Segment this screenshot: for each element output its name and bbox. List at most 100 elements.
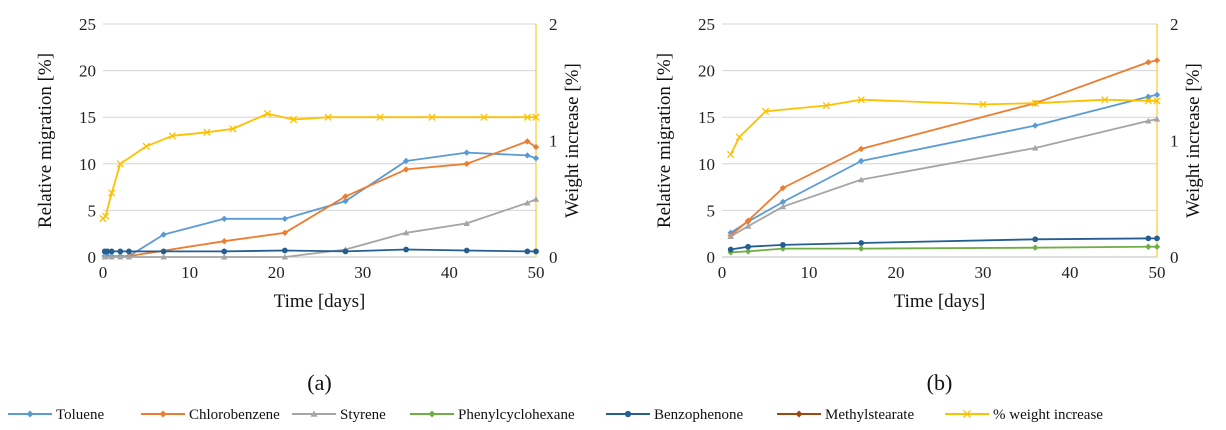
data-point-weight-increase: [229, 125, 237, 133]
data-point-styrene: [779, 203, 787, 210]
data-point-weight-increase: [376, 113, 384, 121]
data-point-toluene: [524, 152, 531, 159]
legend: Toluene Chlorobenzene Styrene Phenylcyclohe…: [8, 407, 1103, 423]
data-point-toluene: [858, 157, 865, 165]
data-point-benzophenone: [117, 248, 124, 255]
data-point-toluene: [1032, 122, 1039, 129]
data-point-styrene: [108, 253, 115, 260]
y2-axis-title: Weight increase [%]: [1183, 63, 1204, 218]
data-point-styrene: [281, 253, 289, 260]
data-point-weight-increase: [108, 189, 116, 197]
y2-tick-label: 0: [1170, 248, 1179, 267]
data-point-benzophenone: [1032, 236, 1039, 243]
data-point-weight-increase: [523, 113, 531, 121]
data-point-styrene: [1145, 117, 1152, 124]
legend-marker: [963, 410, 971, 418]
data-point-phenylcyclohexane: [744, 248, 752, 255]
data-point-styrene: [463, 220, 470, 227]
series-line-phenylcyclohexane: [730, 245, 1157, 254]
data-point-weight-increase: [324, 113, 332, 121]
data-point-styrene: [160, 253, 167, 260]
legend-entry-styrene: Styrene: [292, 407, 386, 423]
data-point-phenylcyclohexane: [1153, 243, 1161, 250]
data-point-weight-increase: [979, 100, 987, 109]
data-point-weight-increase: [428, 113, 436, 121]
data-point-chlorobenzene: [402, 166, 410, 173]
data-point-benzophenone: [858, 240, 865, 246]
panel-label: (b): [927, 370, 953, 395]
legend-entry-toluene: Toluene: [8, 407, 104, 423]
data-point-chlorobenzene: [463, 160, 470, 167]
data-point-weight-increase: [101, 212, 110, 220]
y2-tick-label: 2: [549, 15, 558, 34]
y-tick-label: 20: [79, 62, 96, 81]
series-weight-increase: [99, 110, 540, 223]
x-tick-label: 40: [1062, 263, 1079, 282]
data-point-styrene: [1153, 115, 1161, 122]
y-tick-label: 10: [79, 155, 96, 174]
x-tick-label: 30: [975, 263, 992, 282]
x-tick-label: 50: [1149, 263, 1166, 282]
x-tick-label: 10: [801, 263, 818, 282]
data-point-benzophenone: [160, 248, 167, 255]
data-point-benzophenone: [1145, 235, 1152, 242]
data-point-weight-increase: [735, 133, 744, 141]
data-point-benzophenone: [221, 248, 228, 255]
y-tick-label: 15: [79, 108, 96, 127]
series-line-styrene: [730, 118, 1158, 238]
legend-label: % weight increase: [993, 407, 1103, 423]
x-tick-label: 30: [354, 263, 371, 282]
legend-marker: [624, 410, 632, 418]
data-point-toluene: [342, 197, 349, 205]
y-tick-label: 25: [79, 15, 96, 34]
series-styrene: [727, 115, 1161, 240]
legend-marker: [795, 410, 803, 418]
legend-entry-phenylcyclohexane: Phenylcyclohexane: [410, 407, 575, 423]
y-tick-label: 10: [698, 155, 715, 174]
data-point-weight-increase: [1153, 97, 1161, 105]
data-point-benzophenone: [126, 248, 132, 255]
data-point-benzophenone: [727, 246, 734, 253]
data-point-toluene: [1153, 91, 1161, 99]
series-line-chlorobenzene: [730, 59, 1158, 237]
data-point-chlorobenzene: [532, 143, 540, 151]
series-line-chlorobenzene: [128, 140, 537, 257]
data-point-toluene: [532, 155, 540, 162]
data-point-toluene: [160, 231, 167, 238]
x-tick-label: 20: [268, 263, 285, 282]
data-point-phenylcyclohexane: [779, 245, 787, 252]
data-point-benzophenone: [104, 248, 111, 255]
x-tick-label: 0: [99, 263, 108, 282]
data-point-toluene: [402, 157, 410, 165]
data-point-weight-increase: [1031, 99, 1039, 107]
y-tick-label: 20: [698, 62, 715, 81]
data-point-styrene: [532, 196, 540, 202]
data-point-styrene: [402, 229, 410, 236]
data-point-weight-increase: [203, 128, 211, 137]
legend-entry-chlorobenzene: Chlorobenzene: [141, 407, 280, 423]
legend-marker: [26, 410, 34, 418]
series-weight-increase: [727, 96, 1161, 159]
y-axis-title: Relative migration [%]: [35, 53, 56, 228]
series-benzophenone: [727, 235, 1160, 253]
series-line-weight-increase: [729, 98, 1157, 155]
y-axis-title: Relative migration [%]: [654, 53, 675, 228]
data-point-benzophenone: [524, 248, 531, 255]
data-point-toluene: [1145, 93, 1152, 100]
data-point-weight-increase: [761, 107, 770, 116]
data-point-styrene: [1032, 144, 1039, 151]
y-tick-label: 15: [698, 108, 715, 127]
data-point-weight-increase: [727, 150, 735, 159]
legend-label: Methylstearate: [825, 407, 914, 423]
x-tick-label: 0: [718, 263, 727, 282]
data-point-benzophenone: [342, 248, 349, 255]
legend-label: Chlorobenzene: [189, 407, 280, 423]
data-point-benzophenone: [533, 248, 539, 255]
data-point-weight-increase: [168, 132, 176, 140]
data-point-styrene: [125, 253, 133, 260]
legend-entry-benzophenone: Benzophenone: [606, 407, 743, 423]
series-line-toluene: [104, 151, 537, 258]
legend-marker: [159, 410, 167, 418]
